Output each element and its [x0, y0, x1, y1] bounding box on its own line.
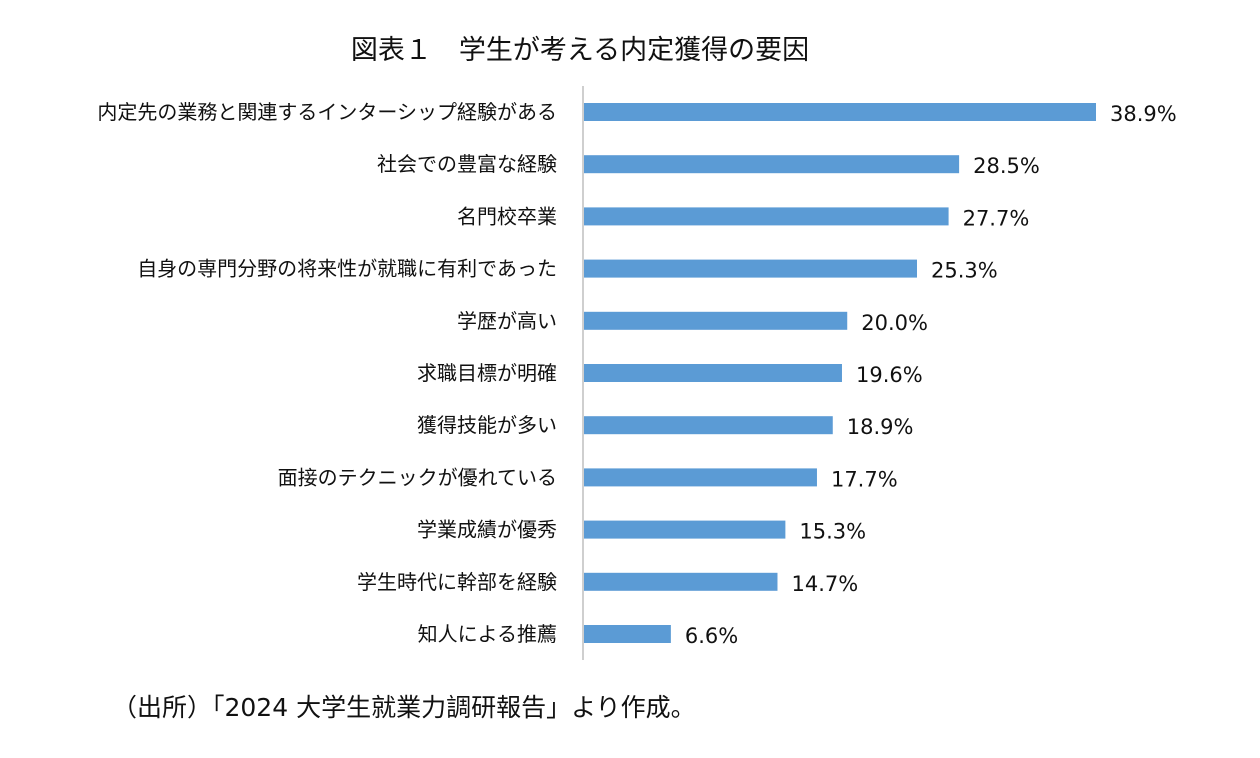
value-label: 18.9%	[847, 415, 914, 439]
bar-chart: 内定先の業務と関連するインターシップ経験がある 38.9% 社会での豊富な経験 28.…	[97, 86, 1177, 660]
value-label: 6.6%	[685, 624, 738, 648]
category-label: 学歴が高い	[457, 309, 557, 333]
category-label: 知人による推薦	[418, 622, 557, 646]
bar	[584, 572, 778, 591]
value-label: 14.7%	[791, 572, 858, 596]
source-note: （出所）「2024 大学生就業力調研報告」より作成。	[112, 693, 696, 722]
chart-title: 図表１ 学生が考える内定獲得の要因	[350, 35, 810, 66]
category-label: 内定先の業務と関連するインターシップ経験がある	[97, 100, 557, 124]
value-label: 19.6%	[856, 363, 923, 387]
value-label: 28.5%	[973, 154, 1040, 178]
bar	[584, 520, 786, 539]
bars-layer: 内定先の業務と関連するインターシップ経験がある 38.9% 社会での豊富な経験 28.…	[97, 100, 1176, 648]
value-label: 27.7%	[963, 206, 1030, 230]
category-label: 社会での豊富な経験	[377, 152, 557, 176]
value-label: 15.3%	[799, 520, 866, 544]
bar	[584, 364, 842, 382]
value-label: 20.0%	[861, 311, 928, 335]
bar	[584, 625, 671, 643]
bar	[584, 207, 949, 226]
category-label: 自身の専門分野の将来性が就職に有利であった	[137, 257, 557, 281]
category-label: 求職目標が明確	[417, 361, 557, 385]
value-label: 25.3%	[931, 259, 998, 283]
bar	[584, 311, 848, 330]
bar	[584, 468, 817, 487]
value-label: 17.7%	[831, 467, 898, 491]
value-label: 38.9%	[1110, 102, 1177, 126]
bar	[584, 103, 1096, 121]
category-label: 名門校卒業	[457, 204, 557, 228]
bar	[584, 416, 833, 435]
category-label: 獲得技能が多い	[417, 413, 557, 437]
bar	[584, 259, 917, 278]
bar	[584, 155, 960, 174]
category-label: 面接のテクニックが優れている	[278, 465, 557, 489]
category-label: 学生時代に幹部を経験	[357, 570, 557, 594]
category-label: 学業成績が優秀	[417, 518, 557, 542]
